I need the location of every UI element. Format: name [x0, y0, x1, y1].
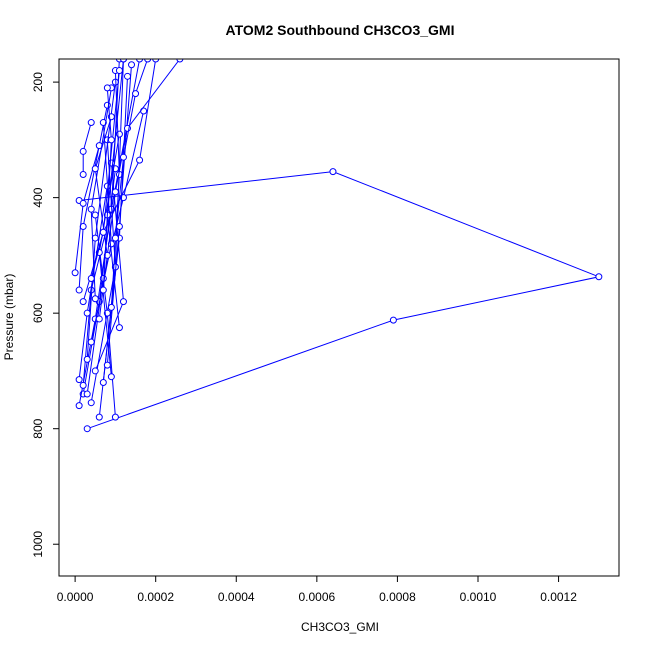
data-point: [103, 84, 111, 92]
data-point: [95, 315, 103, 323]
data-point: [79, 199, 87, 207]
data-point: [87, 399, 95, 407]
data-point: [107, 373, 115, 381]
data-point: [103, 101, 111, 109]
data-point: [115, 324, 123, 332]
data-point: [103, 361, 111, 369]
x-tick-label: 0.0008: [379, 590, 416, 604]
series-line-20: [98, 59, 181, 319]
data-point: [99, 119, 107, 127]
data-point: [111, 188, 119, 196]
x-tick-label: 0.0002: [137, 590, 174, 604]
x-axis-label: CH3CO3_GMI: [301, 620, 379, 634]
data-point: [103, 251, 111, 259]
data-point: [95, 413, 103, 421]
data-point: [119, 153, 127, 161]
data-point: [99, 228, 107, 236]
data-point: [79, 147, 87, 155]
data-point: [91, 295, 99, 303]
data-point: [123, 72, 131, 80]
data-point: [152, 59, 160, 63]
x-tick-label: 0.0004: [218, 590, 255, 604]
data-point: [115, 223, 123, 231]
data-point: [91, 234, 99, 242]
data-point: [83, 390, 91, 398]
data-point: [83, 425, 91, 433]
data-point: [99, 286, 107, 294]
plot-series-group: [71, 59, 603, 433]
x-tick-label: 0.0010: [460, 590, 497, 604]
series-line-19: [82, 59, 157, 302]
data-point: [329, 168, 337, 176]
x-axis: 0.0000 0.0002 0.0004 0.0006 0.0008 0.0010 0.00…: [57, 575, 577, 604]
data-point: [91, 211, 99, 219]
data-point: [144, 59, 152, 63]
data-point: [79, 171, 87, 179]
data-point: [136, 156, 144, 164]
data-point: [389, 316, 397, 324]
y-axis: 200 400 600 800 1000: [31, 72, 60, 558]
series-line-0: [79, 171, 601, 430]
series-line-24: [114, 59, 149, 239]
data-point: [99, 378, 107, 386]
data-point: [107, 136, 115, 144]
y-tick-label: 400: [31, 187, 45, 207]
data-point: [75, 402, 83, 410]
data-point: [83, 309, 91, 317]
data-point: [75, 376, 83, 384]
data-point: [595, 273, 603, 281]
data-point: [176, 59, 184, 63]
data-point: [119, 59, 127, 63]
y-axis-label: Pressure (mbar): [2, 274, 16, 361]
x-tick-label: 0.0000: [57, 590, 94, 604]
data-point: [79, 298, 87, 306]
y-tick-label: 800: [31, 418, 45, 438]
data-point: [75, 286, 83, 294]
data-point: [132, 90, 140, 98]
data-point: [136, 59, 144, 63]
data-point: [71, 269, 79, 277]
y-tick-label: 200: [31, 72, 45, 92]
data-point: [87, 338, 95, 346]
series-line-7: [86, 110, 145, 395]
data-point: [140, 107, 148, 115]
chart-title: ATOM2 Southbound CH3CO3_GMI: [226, 22, 455, 38]
data-point: [87, 205, 95, 213]
y-tick-label: 1000: [31, 531, 45, 558]
data-point: [107, 303, 115, 311]
y-tick-label: 600: [31, 303, 45, 323]
x-tick-label: 0.0012: [540, 590, 577, 604]
data-point: [91, 367, 99, 375]
x-tick-label: 0.0006: [298, 590, 335, 604]
data-point: [87, 275, 95, 283]
plot-frame: [58, 58, 620, 577]
data-point: [119, 298, 127, 306]
data-point: [115, 67, 123, 75]
data-point: [128, 61, 136, 69]
data-point: [91, 165, 99, 173]
data-point: [111, 234, 119, 242]
data-point: [79, 381, 87, 389]
data-point: [87, 119, 95, 127]
data-point: [111, 413, 119, 421]
data-point: [83, 355, 91, 363]
